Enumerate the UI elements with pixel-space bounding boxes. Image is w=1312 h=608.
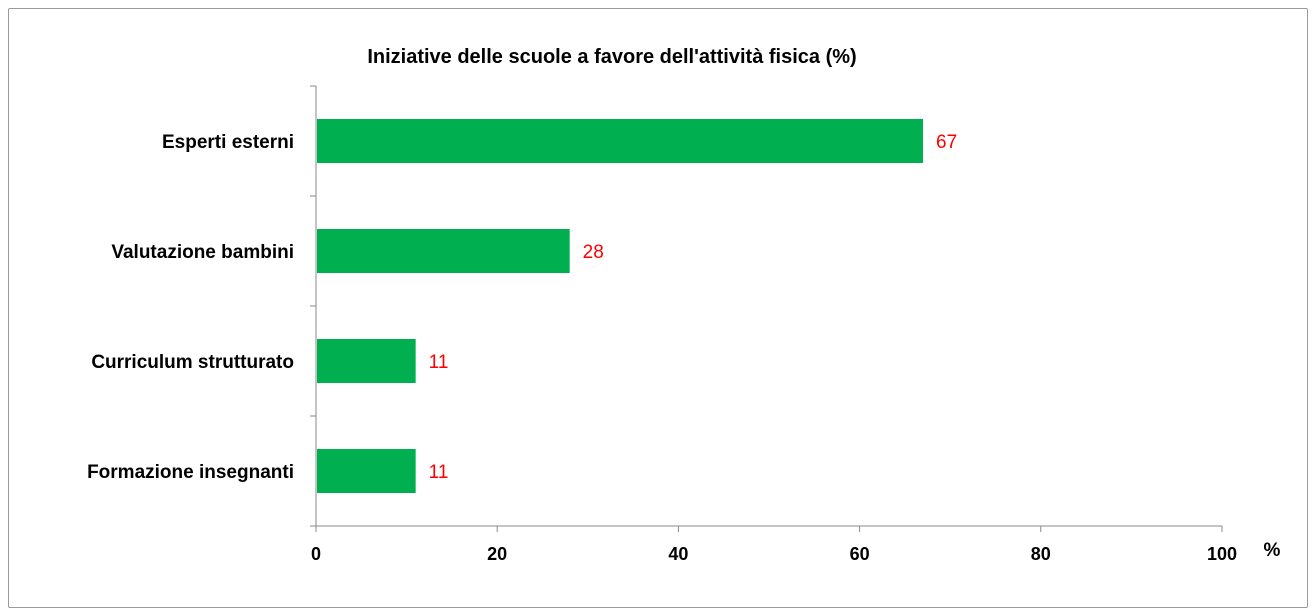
x-tick-label: 100 [1207,544,1237,564]
bar [317,119,924,163]
x-tick-label: 60 [850,544,870,564]
category-label: Formazione insegnanti [87,462,294,483]
data-label: 11 [429,352,449,373]
chart-frame [8,8,1308,608]
data-label: 67 [936,132,957,153]
bar [317,339,416,383]
category-label: Valutazione bambini [111,242,294,263]
labels: Esperti esterni 67 Valutazione bambini 28 Cu… [87,132,957,483]
bars [317,119,924,493]
axes: 0 20 40 60 80 100 [310,85,1237,564]
category-label: Curriculum strutturato [91,352,294,373]
x-axis-unit: % [1264,540,1281,561]
x-tick-label: 20 [487,544,507,564]
data-label: 11 [429,462,449,483]
x-tick-label: 40 [668,544,688,564]
chart-title: Iniziative delle scuole a favore dell'at… [367,46,856,68]
bar [317,229,570,273]
x-tick-label: 0 [311,544,321,564]
data-label: 28 [583,242,604,263]
bar-chart: Iniziative delle scuole a favore dell'at… [87,46,1281,564]
bar [317,449,416,493]
category-label: Esperti esterni [162,132,294,153]
x-tick-label: 80 [1031,544,1051,564]
